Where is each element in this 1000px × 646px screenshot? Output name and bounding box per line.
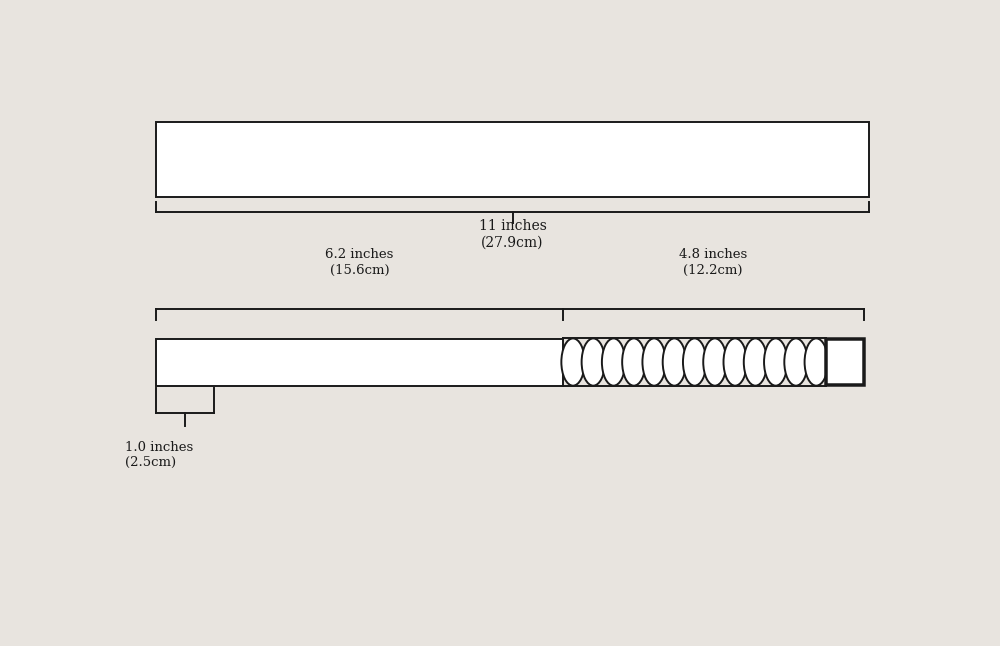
Bar [156,339,563,386]
Ellipse shape [744,339,767,386]
Ellipse shape [784,339,808,386]
Ellipse shape [602,339,625,386]
Ellipse shape [561,339,585,386]
Ellipse shape [764,339,787,386]
Ellipse shape [622,339,645,386]
Ellipse shape [642,339,666,386]
Bar [826,339,864,385]
Bar [156,122,869,197]
Text: 1.0 inches
(2.5cm): 1.0 inches (2.5cm) [125,441,193,468]
Ellipse shape [582,339,605,386]
Text: 11 inches
(27.9cm): 11 inches (27.9cm) [479,219,546,249]
Ellipse shape [683,339,706,386]
Text: 4.8 inches
(12.2cm): 4.8 inches (12.2cm) [679,249,747,276]
Text: 6.2 inches
(15.6cm): 6.2 inches (15.6cm) [325,249,394,276]
Ellipse shape [703,339,727,386]
Ellipse shape [663,339,686,386]
Ellipse shape [805,339,828,386]
Ellipse shape [724,339,747,386]
